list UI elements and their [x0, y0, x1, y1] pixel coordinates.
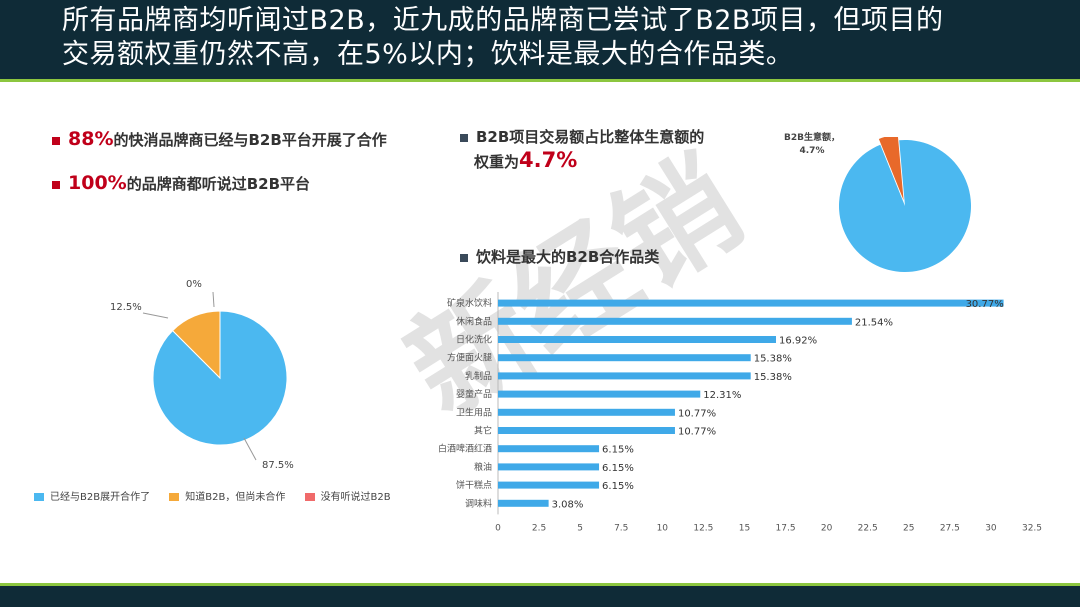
x-tick-label: 30 — [985, 523, 997, 533]
x-tick-label: 5 — [577, 523, 583, 533]
bullet-text: 的快消品牌商已经与B2B平台开展了合作 — [113, 131, 387, 149]
x-tick-label: 20 — [821, 523, 833, 533]
bullet-square-icon — [52, 180, 60, 189]
bar — [498, 299, 1004, 307]
page-title-line-2: 交易额权重仍然不高，在5%以内；饮料是最大的合作品类。 — [62, 39, 794, 70]
bar-category-label: 日化洗化 — [456, 334, 492, 346]
header-divider — [0, 79, 1080, 82]
bar-category-label: 调味料 — [465, 497, 492, 509]
bullet-100-percent: 100%的品牌商都听说过B2B平台 — [52, 172, 310, 194]
bar — [498, 390, 701, 398]
bullet-text: 的品牌商都听说过B2B平台 — [126, 175, 311, 193]
b2b-share-pie-slice-b2b — [878, 137, 904, 201]
x-tick-label: 15 — [739, 523, 750, 533]
bar-data-label: 6.15% — [602, 481, 634, 492]
bar — [498, 372, 751, 380]
bar-data-label: 6.15% — [602, 463, 634, 474]
x-tick-label: 17.5 — [776, 523, 796, 533]
x-tick-label: 12.5 — [693, 523, 713, 533]
legend-item-cooperated: 已经与B2B展开合作了 — [34, 488, 150, 503]
x-tick-label: 27.5 — [940, 523, 960, 533]
bar — [498, 499, 549, 507]
bar — [498, 317, 852, 325]
bullet-square-icon — [460, 253, 468, 262]
pie-label-87-5: 87.5% — [262, 460, 294, 471]
legend-swatch — [304, 493, 315, 501]
bar-category-label: 粮油 — [474, 461, 492, 473]
bullet-square-icon — [52, 136, 60, 145]
x-tick-label: 10 — [657, 523, 669, 533]
bullet-value: 100% — [68, 172, 127, 194]
bullet-text: 权重为 — [474, 153, 520, 171]
category-bar-chart: 矿泉水饮料 30.77% 休闲食品 21.54% 日化洗化 16.92% 方便面火腿 15.3… — [438, 292, 1042, 533]
legend-item-aware: 知道B2B，但尚未合作 — [169, 488, 285, 503]
pie-legend: 已经与B2B展开合作了 知道B2B，但尚未合作 没有听说过B2B — [34, 488, 407, 503]
bar — [498, 463, 600, 471]
bar — [498, 445, 600, 453]
x-tick-label: 32.5 — [1022, 523, 1042, 533]
bullet-text: 饮料是最大的B2B合作品类 — [476, 248, 660, 266]
bar-data-label: 16.92% — [779, 336, 817, 347]
legend-label: 知道B2B，但尚未合作 — [185, 492, 286, 503]
bar-data-label: 15.38% — [754, 354, 792, 365]
cooperation-pie-slice-0 — [152, 310, 288, 446]
legend-label: 已经与B2B展开合作了 — [50, 492, 151, 503]
bullet-square-icon — [460, 133, 468, 142]
bullet-b2b-weight: B2B项目交易额占比整体生意额的 — [460, 126, 704, 147]
bullet-value: 4.7% — [519, 148, 578, 172]
cooperation-pie-slice-1 — [171, 310, 221, 380]
bar-data-label: 10.77% — [678, 408, 716, 419]
footer-divider — [0, 583, 1080, 586]
bar-category-label: 方便面火腿 — [447, 352, 492, 364]
cooperation-pie-chart — [152, 310, 288, 446]
footer-bar — [0, 586, 1080, 607]
bar-category-label: 白酒啤酒红酒 — [438, 443, 492, 455]
bar-category-label: 卫生用品 — [456, 406, 492, 418]
page-title-line-1: 所有品牌商均听闻过B2B，近九成的品牌商已尝试了B2B项目，但项目的 — [62, 5, 944, 36]
legend-item-unaware: 没有听说过B2B — [304, 488, 391, 503]
bar-data-label: 10.77% — [678, 427, 716, 438]
x-tick-label: 0 — [495, 523, 501, 533]
bar-data-label: 15.38% — [754, 372, 792, 383]
bar — [498, 408, 675, 416]
header-bar: 所有品牌商均听闻过B2B，近九成的品牌商已尝试了B2B项目，但项目的 交易额权重… — [0, 0, 1080, 79]
bullet-text: B2B项目交易额占比整体生意额的 — [476, 128, 705, 146]
x-tick-label: 2.5 — [532, 523, 546, 533]
bar — [498, 354, 751, 362]
b2b-share-label: B2B生意额， 4.7% — [784, 133, 840, 156]
bar-data-label: 21.54% — [855, 317, 893, 328]
bar — [498, 481, 600, 489]
pie-label-12-5: 12.5% — [110, 302, 142, 313]
pie-label-0: 0% — [186, 279, 202, 290]
bar-category-label: 休闲食品 — [456, 315, 492, 327]
b2b-share-pie-chart — [839, 137, 971, 272]
x-tick-label: 25 — [903, 523, 914, 533]
x-tick-label: 22.5 — [858, 523, 878, 533]
bullet-value: 88% — [68, 128, 114, 150]
bullet-b2b-weight-line2: 权重为4.7% — [474, 148, 577, 172]
legend-swatch — [169, 493, 180, 501]
bar-category-label: 其它 — [474, 425, 492, 437]
legend-label: 没有听说过B2B — [320, 492, 391, 503]
x-tick-label: 7.5 — [614, 523, 628, 533]
bar-data-label: 6.15% — [602, 445, 634, 456]
bar — [498, 336, 777, 343]
legend-swatch — [34, 493, 44, 501]
b2b-share-pie-slice-rest — [839, 140, 971, 272]
bullet-top-category: 饮料是最大的B2B合作品类 — [460, 246, 659, 267]
bullet-88-percent: 88%的快消品牌商已经与B2B平台开展了合作 — [52, 128, 387, 150]
bar-category-label: 矿泉水饮料 — [447, 297, 492, 309]
bar-data-label: 12.31% — [703, 390, 741, 401]
bar-data-label: 30.77% — [966, 299, 1004, 310]
bar-category-label: 饼干糕点 — [456, 479, 492, 491]
bar-category-label: 婴童产品 — [456, 388, 492, 400]
bar — [498, 427, 675, 434]
bar-category-label: 乳制品 — [465, 370, 492, 382]
bar-data-label: 3.08% — [552, 499, 584, 510]
